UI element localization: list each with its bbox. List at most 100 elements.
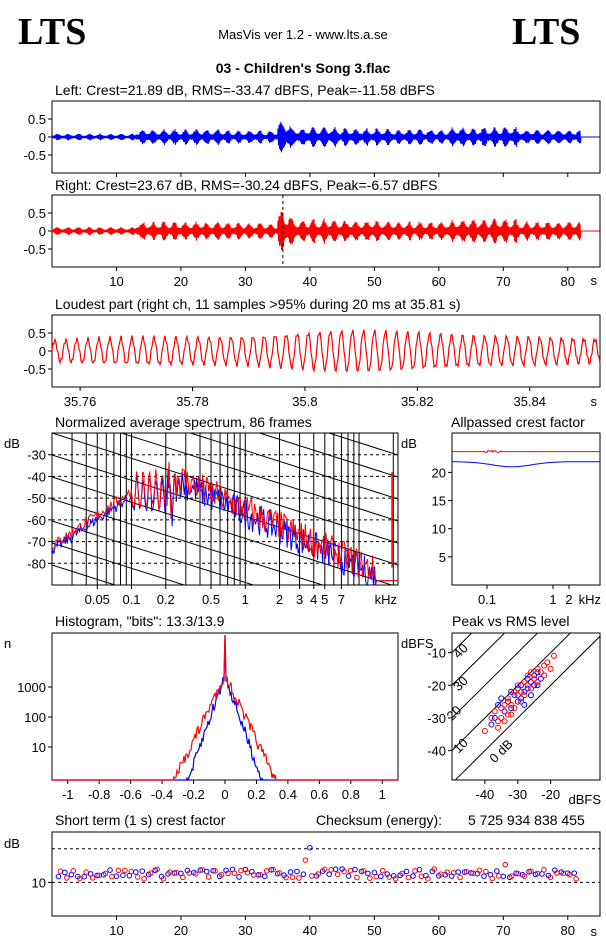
shortcrest-right-point	[476, 867, 483, 874]
shortcrest-left-point	[455, 869, 461, 875]
loudest-xtick-label: 35.82	[401, 394, 434, 409]
peakrms-right-point	[541, 662, 548, 669]
shortcrest-xtick-label: 60	[432, 923, 446, 938]
checksum-value: 5 725 934 838 455	[468, 812, 585, 828]
shortcrest-frame	[51, 831, 601, 917]
peakrms-right-point	[527, 685, 534, 692]
spectrum-ytick-label: -30	[27, 448, 46, 463]
shortcrest-left-point	[236, 874, 242, 880]
shortcrest-xtick-label: 80	[561, 923, 575, 938]
shortcrest-right-point	[302, 857, 309, 863]
shortcrest-right-point	[70, 868, 77, 874]
shortcrest-right-point	[405, 874, 412, 881]
peakrms-right-point	[534, 679, 541, 685]
right-xtick-label: 50	[367, 274, 381, 289]
shortcrest-right-point	[128, 868, 135, 875]
shortcrest-right-point	[457, 874, 463, 881]
shortcrest-left-point	[416, 866, 423, 873]
shortcrest-right-point	[334, 871, 341, 878]
peakrms-crest-label: 10	[450, 735, 471, 756]
shortcrest-right-point	[122, 867, 128, 874]
shortcrest-right-point	[328, 867, 334, 873]
loudest-waveform	[51, 329, 601, 374]
spectrum-slope	[119, 433, 398, 522]
left-channel-title: Left: Crest=21.89 dB, RMS=-33.47 dBFS, P…	[55, 82, 435, 98]
shortcrest-left-point	[287, 869, 294, 875]
shortcrest-right-point	[347, 867, 354, 874]
right-xtick-label: 80	[561, 274, 575, 289]
shortcrest-right-point	[315, 871, 322, 877]
peakrms-right-point	[495, 724, 502, 731]
logo-left: LTS	[18, 11, 87, 53]
shortcrest-right-point	[83, 869, 89, 876]
shortcrest-right-point	[360, 868, 367, 874]
shortcrest-left-point	[571, 870, 578, 876]
shortcrest-right-point	[412, 868, 418, 874]
shortcrest-right-point	[109, 873, 115, 880]
shortcrest-right-point	[238, 867, 244, 874]
spectrum-xtick-label: 0.5	[202, 592, 220, 607]
histogram-xtick-label: -0.2	[182, 787, 204, 802]
spectrum-xtick-label: 7	[338, 592, 345, 607]
shortcrest-right-point	[57, 868, 64, 874]
shortcrest-right-point	[231, 870, 238, 876]
peakrms-left-point	[534, 669, 541, 676]
spectrum-slope	[52, 520, 255, 585]
spectrum-xtick-label: 4	[310, 592, 317, 607]
shortcrest-title: Short term (1 s) crest factor	[55, 812, 226, 828]
histogram-ytick-label: 100	[24, 710, 46, 725]
spectrum-xtick-label: 0.2	[157, 592, 175, 607]
shortcrest-right-point	[379, 867, 386, 874]
spectrum-yunit: dB	[4, 436, 20, 451]
shortcrest-right-point	[495, 873, 502, 879]
right-ytick-label: -0.5	[24, 242, 46, 257]
allpass-yunit: dB	[401, 436, 417, 451]
shortcrest-left-point	[139, 868, 146, 874]
shortcrest-right-point	[341, 868, 347, 875]
shortcrest-left-point	[300, 871, 307, 878]
histogram-xtick-label: 0.8	[342, 787, 360, 802]
peakrms-left-point	[508, 705, 515, 712]
shortcrest-right-point	[521, 873, 528, 879]
peakrms-crest-label: 30	[450, 673, 471, 694]
histogram-xtick-label: -1	[62, 787, 74, 802]
shortcrest-right-point	[89, 875, 96, 881]
peakrms-left-point	[527, 679, 534, 685]
spectrum-xtick-label: 1	[242, 592, 249, 607]
loudest-ytick-label: -0.5	[24, 362, 46, 377]
spectrum-slope	[52, 498, 325, 585]
loudest-ytick-label: 0	[39, 344, 46, 359]
peakrms-crest-label: 40	[450, 640, 471, 661]
peakrms-xtick-label: -20	[541, 787, 560, 802]
peakrms-crest-line	[452, 633, 506, 686]
shortcrest-left-point	[62, 869, 68, 876]
shortcrest-left-point	[494, 868, 500, 874]
allpass-title: Allpassed crest factor	[451, 414, 585, 430]
shortcrest-right-point	[276, 870, 283, 876]
right-ytick-label: 0	[39, 224, 46, 239]
loudest-frame	[51, 314, 601, 388]
loudest-xtick-label: 35.78	[176, 394, 209, 409]
peakrms-right-point	[524, 682, 531, 689]
left-waveform	[51, 121, 600, 153]
shortcrest-right-point	[147, 870, 154, 876]
shortcrest-right-point	[373, 873, 380, 880]
loudest-xtick-label: 35.8	[292, 394, 317, 409]
peakrms-right-point	[534, 665, 541, 672]
peakrms-right-point	[527, 669, 534, 676]
peakrms-right-point	[524, 672, 531, 679]
shortcrest-right-point	[425, 876, 431, 882]
right-xtick-label: 40	[303, 274, 317, 289]
peakrms-right-point	[495, 718, 502, 725]
spectrum-grid	[52, 433, 398, 585]
peakrms-left-point	[534, 682, 541, 689]
shortcrest-left-point	[294, 868, 300, 875]
spectrum-slope	[188, 433, 398, 500]
shortcrest-left-point	[197, 867, 204, 873]
peakrms-crest-lines	[452, 633, 600, 780]
histogram-xtick-label: 0	[221, 787, 228, 802]
shortcrest-left-point	[332, 866, 339, 873]
shortcrest-left-point	[261, 873, 268, 880]
shortcrest-left-point	[55, 873, 62, 880]
spectrum-xtick-label: 3	[296, 592, 303, 607]
